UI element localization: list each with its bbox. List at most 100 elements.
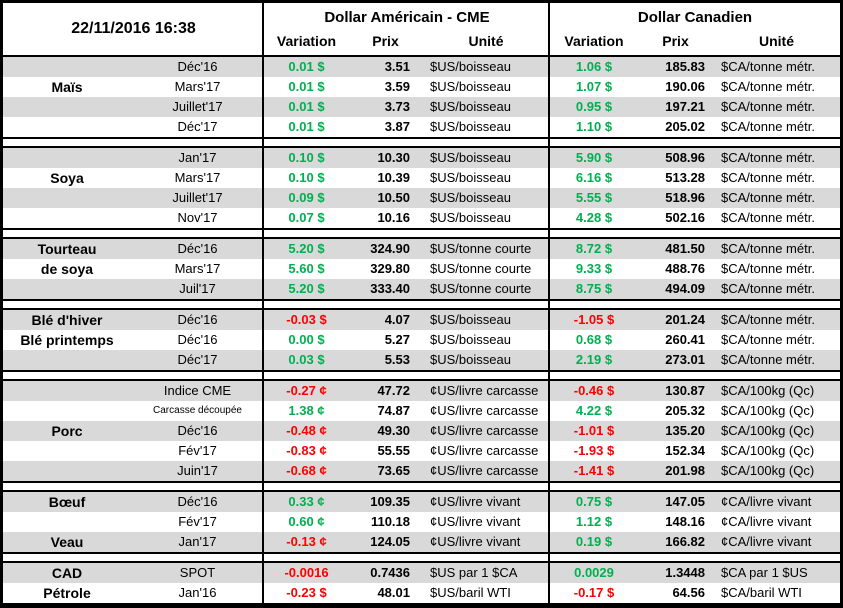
- ca-block-divider: [548, 3, 550, 605]
- us-variation: -0.03 $: [286, 312, 327, 327]
- table-row: Déc'16 0.01 $ 3.51 $US/boisseau 1.06 $ 185.83…: [3, 57, 840, 77]
- us-variation: 0.01 $: [288, 59, 325, 74]
- contract-label: Indice CME: [163, 383, 232, 398]
- section-ble: Blé d'hiver Déc'16 -0.03 $ 4.07 $US/boisseau…: [3, 308, 840, 372]
- us-unit: $US/tonne courte: [430, 261, 532, 276]
- ca-price: 518.96: [665, 190, 705, 205]
- table-row: Juin'17 -0.68 ¢ 73.65 ¢US/livre carcasse -1.…: [3, 461, 840, 481]
- ca-unit: $CA/tonne métr.: [721, 170, 815, 185]
- us-price: 10.30: [377, 150, 410, 165]
- us-unit: $US/tonne courte: [430, 281, 532, 296]
- table-row: CAD SPOT -0.0016 0.7436 $US par 1 $CA 0.0029 1…: [3, 563, 840, 583]
- ca-price: 488.76: [665, 261, 705, 276]
- table-row: Juillet'17 0.01 $ 3.73 $US/boisseau 0.95 $ 19…: [3, 97, 840, 117]
- group-label: Blé printemps: [20, 332, 114, 348]
- ca-unit: $CA/tonne métr.: [721, 119, 815, 134]
- ca-price: 64.56: [672, 585, 705, 600]
- us-dollar-title: Dollar Américain - CME: [324, 9, 490, 26]
- ca-variation: -1.01 $: [573, 423, 615, 438]
- contract-label: SPOT: [179, 565, 216, 580]
- table-row: Fév'17 -0.83 ¢ 55.55 ¢US/livre carcasse -1.9…: [3, 441, 840, 461]
- us-unit: ¢US/livre vivant: [430, 534, 521, 549]
- ca-unit: $CA par 1 $US: [721, 565, 808, 580]
- us-unit: ¢US/livre carcasse: [430, 383, 539, 398]
- us-unite-header: Unité: [468, 33, 504, 49]
- ca-price: 197.21: [665, 99, 705, 114]
- us-unit: ¢US/livre vivant: [430, 494, 521, 509]
- group-label: Blé d'hiver: [31, 312, 103, 328]
- ca-price: 166.82: [665, 534, 705, 549]
- table-row: Veau Jan'17 -0.13 ¢ 124.05 ¢US/livre vivant 0…: [3, 532, 840, 552]
- ca-unit: ¢CA/livre vivant: [721, 494, 812, 509]
- us-unit: $US/boisseau: [430, 150, 511, 165]
- section-separator: [3, 554, 840, 561]
- ca-price: 152.34: [665, 443, 705, 458]
- us-prix-header: Prix: [372, 33, 399, 49]
- ca-variation: 5.55 $: [575, 190, 613, 205]
- table-row: Porc Déc'16 -0.48 ¢ 49.30 ¢US/livre carcasse…: [3, 421, 840, 441]
- us-variation: -0.23 $: [286, 585, 327, 600]
- ca-unit: $CA/tonne métr.: [721, 150, 815, 165]
- group-label: Porc: [51, 423, 83, 439]
- table-row: Déc'17 0.03 $ 5.53 $US/boisseau 2.19 $ 273.01…: [3, 350, 840, 370]
- us-unit: $US/boisseau: [430, 59, 511, 74]
- ca-unit: $CA/tonne métr.: [721, 261, 815, 276]
- us-variation: 0.09 $: [288, 190, 325, 205]
- table-row: Déc'17 0.01 $ 3.87 $US/boisseau 1.10 $ 205.02…: [3, 117, 840, 137]
- us-variation: 0.60 ¢: [288, 514, 325, 529]
- ca-dollar-header-block: Dollar Canadien Variation Prix Unité: [550, 3, 840, 55]
- table-row: de soya Mars'17 5.60 $ 329.80 $US/tonne cour…: [3, 259, 840, 279]
- us-unit: $US/baril WTI: [430, 585, 511, 600]
- us-unit: $US par 1 $CA: [430, 565, 518, 580]
- us-unit: ¢US/livre carcasse: [430, 463, 539, 478]
- us-variation: 0.01 $: [288, 99, 325, 114]
- ca-variation: 8.72 $: [575, 241, 613, 256]
- us-price: 47.72: [377, 383, 410, 398]
- ca-unit: $CA/tonne métr.: [721, 332, 815, 347]
- contract-label: Juil'17: [179, 281, 216, 296]
- table-row: Juillet'17 0.09 $ 10.50 $US/boisseau 5.55 $ 5…: [3, 188, 840, 208]
- us-price: 5.27: [384, 332, 410, 347]
- ca-variation: -0.46 $: [573, 383, 615, 398]
- ca-variation: 1.10 $: [575, 119, 613, 134]
- ca-variation: 0.75 $: [575, 494, 613, 509]
- table-row: Carcasse découpée 1.38 ¢ 74.87 ¢US/livre ca…: [3, 401, 840, 421]
- ca-price: 130.87: [665, 383, 705, 398]
- us-price: 324.90: [370, 241, 410, 256]
- ca-unit: $CA/tonne métr.: [721, 99, 815, 114]
- us-variation: 0.01 $: [288, 79, 325, 94]
- ca-variation: 5.90 $: [575, 150, 613, 165]
- us-variation: -0.0016: [284, 565, 329, 580]
- table-row: Blé d'hiver Déc'16 -0.03 $ 4.07 $US/boisseau…: [3, 310, 840, 330]
- contract-label: Déc'16: [177, 312, 218, 327]
- ca-variation: 1.06 $: [575, 59, 613, 74]
- ca-unit: $CA/tonne métr.: [721, 210, 815, 225]
- ca-price: 508.96: [665, 150, 705, 165]
- ca-unite-header: Unité: [759, 33, 794, 49]
- ca-variation-header: Variation: [564, 33, 624, 49]
- us-unit: $US/boisseau: [430, 210, 511, 225]
- table-row: Jan'17 0.10 $ 10.30 $US/boisseau 5.90 $ 508.9…: [3, 148, 840, 168]
- contract-label: Juin'17: [177, 463, 218, 478]
- us-unit: $US/boisseau: [430, 352, 511, 367]
- ca-price: 494.09: [665, 281, 705, 296]
- section-boeuf-veau: Bœuf Déc'16 0.33 ¢ 109.35 ¢US/livre vivant 0.…: [3, 490, 840, 554]
- us-unit: ¢US/livre carcasse: [430, 403, 539, 418]
- contract-label: Fév'17: [178, 514, 217, 529]
- us-price: 124.05: [370, 534, 410, 549]
- us-price: 0.7436: [370, 565, 410, 580]
- contract-label: Jan'17: [178, 534, 217, 549]
- us-price: 4.07: [384, 312, 410, 327]
- ca-variation: -1.41 $: [573, 463, 615, 478]
- ca-unit: $CA/tonne métr.: [721, 59, 815, 74]
- table-header: 22/11/2016 16:38 Dollar Américain - CME …: [3, 3, 840, 55]
- ca-prix-header: Prix: [662, 33, 689, 49]
- section-separator: [3, 483, 840, 490]
- ca-price: 481.50: [665, 241, 705, 256]
- group-label: Maïs: [51, 79, 83, 95]
- us-variation: 0.03 $: [288, 352, 325, 367]
- us-price: 49.30: [377, 423, 410, 438]
- ca-variation: 1.12 $: [575, 514, 613, 529]
- section-cad-petrole: CAD SPOT -0.0016 0.7436 $US par 1 $CA 0.0029 1…: [3, 561, 840, 605]
